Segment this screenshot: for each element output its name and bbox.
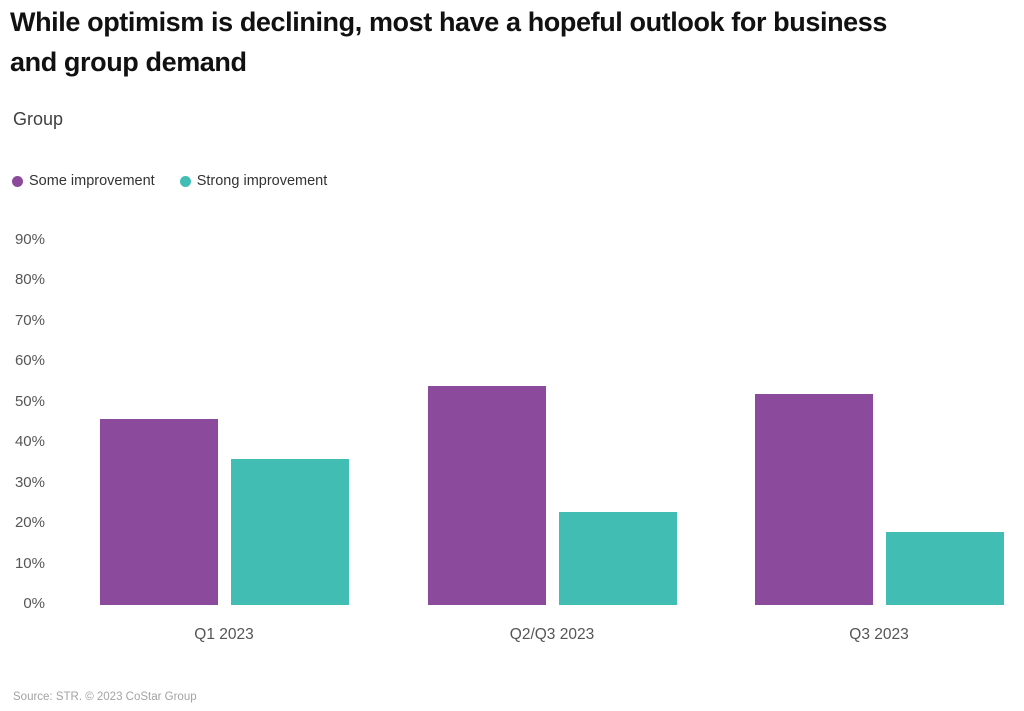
legend-label-strong-improvement: Strong improvement [196, 173, 328, 189]
bar-strong-improvement-q1-2023[interactable] [230, 459, 349, 605]
legend-item-some-improvement: Some improvement [12, 173, 155, 189]
legend-swatch-some-improvement-icon [12, 175, 23, 187]
y-axis-tick-label: 80% [14, 271, 45, 288]
x-axis-category-label: Q1 2023 [194, 626, 254, 643]
y-axis-tick-label: 50% [14, 392, 45, 410]
y-axis-tick-label: 40% [14, 433, 45, 450]
y-axis-tick-label: 20% [14, 514, 45, 531]
bar-some-improvement-q2-q3-2023[interactable] [427, 386, 546, 605]
legend-label-some-improvement: Some improvement [29, 173, 155, 189]
chart-title-line-1: While optimism is declining, most have a… [10, 7, 888, 37]
bar-strong-improvement-q2-q3-2023[interactable] [558, 511, 677, 605]
legend-swatch-strong-improvement-icon [179, 175, 191, 187]
legend-item-strong-improvement: Strong improvement [179, 173, 328, 189]
chart-title-line-2: and group demand [10, 47, 247, 77]
y-axis-tick-label: 0% [23, 595, 45, 612]
bar-strong-improvement-q3-2023[interactable] [885, 532, 1004, 605]
y-axis-tick-label: 70% [14, 311, 45, 329]
x-axis-category-label: Q3 2023 [849, 626, 909, 643]
y-axis-tick-label: 30% [14, 473, 45, 491]
y-axis-tick-label: 10% [14, 554, 45, 572]
legend: Some improvement Strong improvement [12, 173, 327, 189]
chart-title: While optimism is declining, most have a… [10, 2, 887, 82]
y-axis-tick-label: 90% [14, 230, 45, 248]
bar-some-improvement-q3-2023[interactable] [754, 394, 873, 605]
chart-subtitle: Group [13, 109, 64, 129]
bar-some-improvement-q1-2023[interactable] [99, 418, 218, 605]
source-note: Source: STR. © 2023 CoStar Group [13, 691, 197, 703]
y-axis-tick-label: 60% [14, 352, 45, 369]
x-axis-category-label: Q2/Q3 2023 [509, 626, 595, 643]
